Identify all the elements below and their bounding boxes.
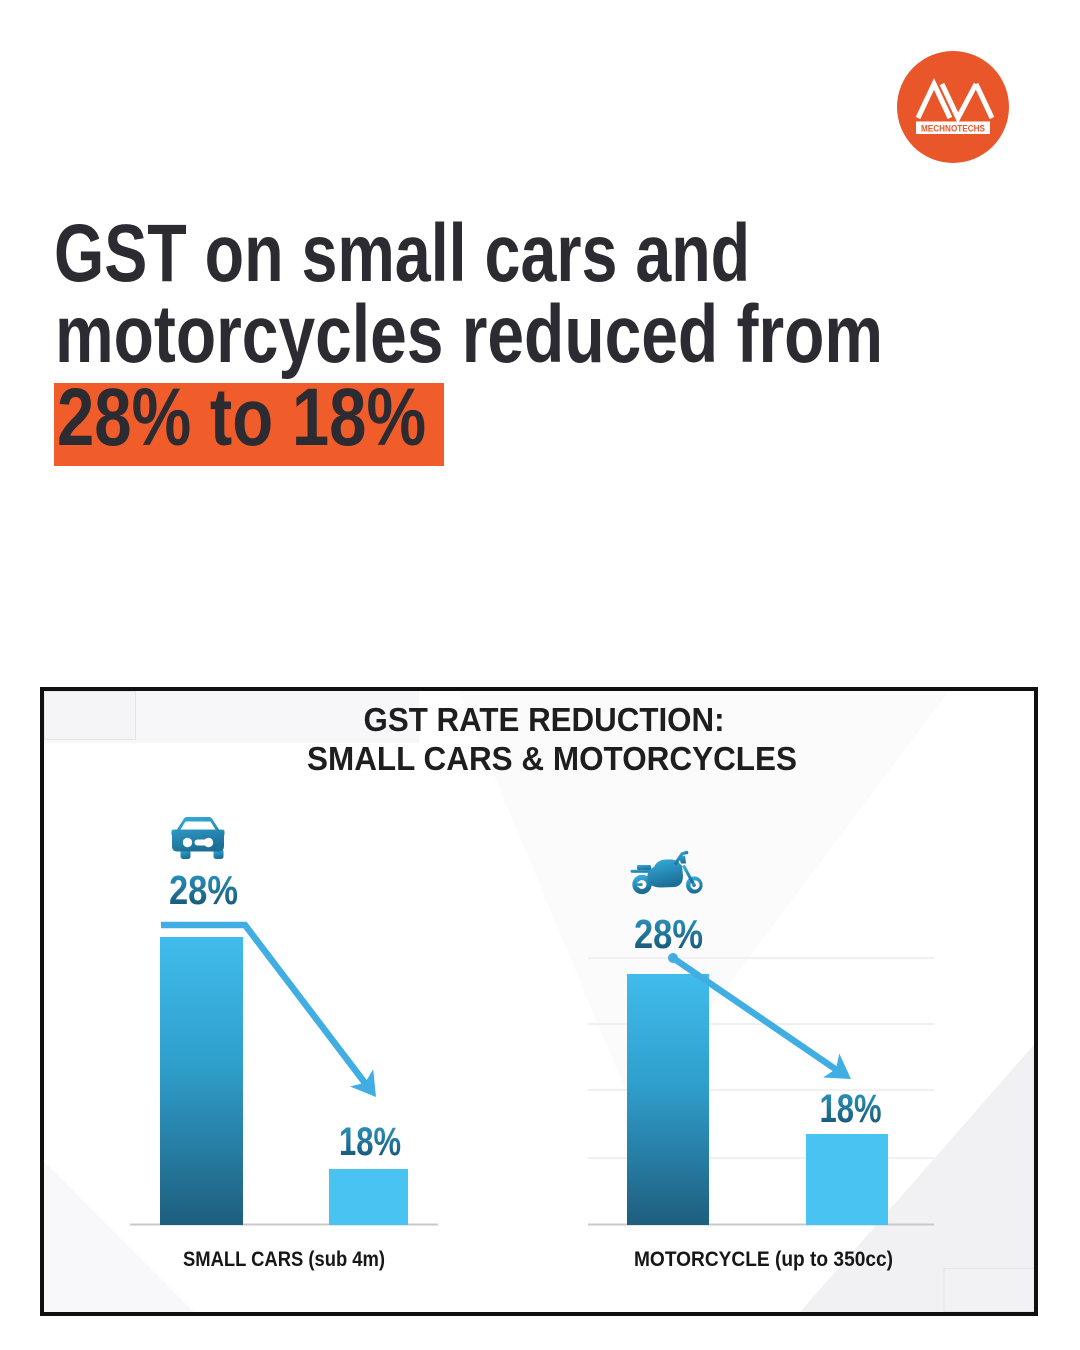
svg-text:28%: 28% (634, 911, 703, 957)
svg-text:18%: 18% (820, 1087, 882, 1131)
svg-text:18%: 18% (339, 1120, 401, 1164)
svg-text:MOTORCYCLE (up to 350cc): MOTORCYCLE (up to 350cc) (634, 1248, 893, 1271)
svg-text:SMALL CARS (sub 4m): SMALL CARS (sub 4m) (183, 1248, 385, 1271)
svg-text:GST RATE REDUCTION:: GST RATE REDUCTION: (364, 701, 725, 738)
svg-text:28%: 28% (169, 867, 238, 913)
svg-text:SMALL CARS & MOTORCYCLES: SMALL CARS & MOTORCYCLES (307, 740, 797, 777)
svg-text:MECHNOTECHS: MECHNOTECHS (921, 124, 985, 134)
